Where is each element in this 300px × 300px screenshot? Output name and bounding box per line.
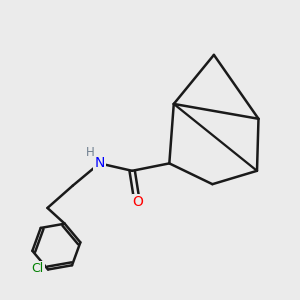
- Text: O: O: [133, 195, 143, 209]
- Text: H: H: [86, 146, 95, 160]
- Text: Cl: Cl: [32, 262, 44, 275]
- Text: N: N: [94, 156, 105, 170]
